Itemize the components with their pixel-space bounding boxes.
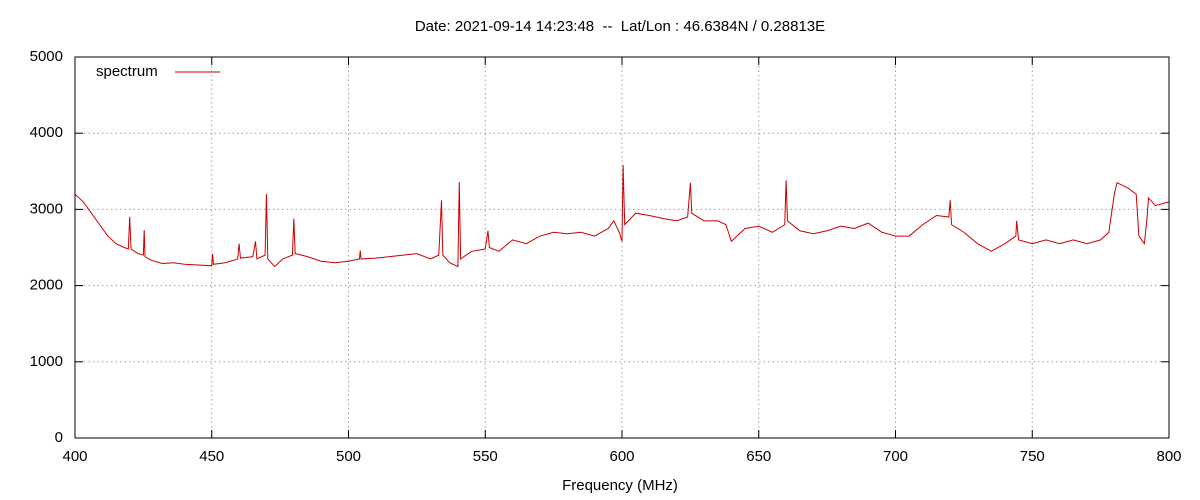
x-tick-label: 550 <box>473 448 498 465</box>
plot-frame <box>74 56 1170 439</box>
y-tick-label: 1000 <box>30 353 63 370</box>
chart-title: Date: 2021-09-14 14:23:48 -- Lat/Lon : 4… <box>415 18 825 35</box>
y-tick-label: 2000 <box>30 277 63 294</box>
x-tick-label: 650 <box>746 448 771 465</box>
x-tick-label: 500 <box>336 448 361 465</box>
x-tick-label: 400 <box>62 448 87 465</box>
spectrum-line <box>74 165 1170 268</box>
x-tick-label: 600 <box>609 448 634 465</box>
y-tick-label: 0 <box>55 429 63 446</box>
x-tick-label: 750 <box>1020 448 1045 465</box>
y-tick-label: 5000 <box>30 48 63 65</box>
y-tick-label: 4000 <box>30 124 63 141</box>
x-tick-label: 800 <box>1156 448 1181 465</box>
x-axis-label: Frequency (MHz) <box>562 477 678 494</box>
x-tick-label: 450 <box>199 448 224 465</box>
legend-label: spectrum <box>96 63 158 80</box>
x-tick-label: 700 <box>883 448 908 465</box>
y-tick-label: 3000 <box>30 200 63 217</box>
